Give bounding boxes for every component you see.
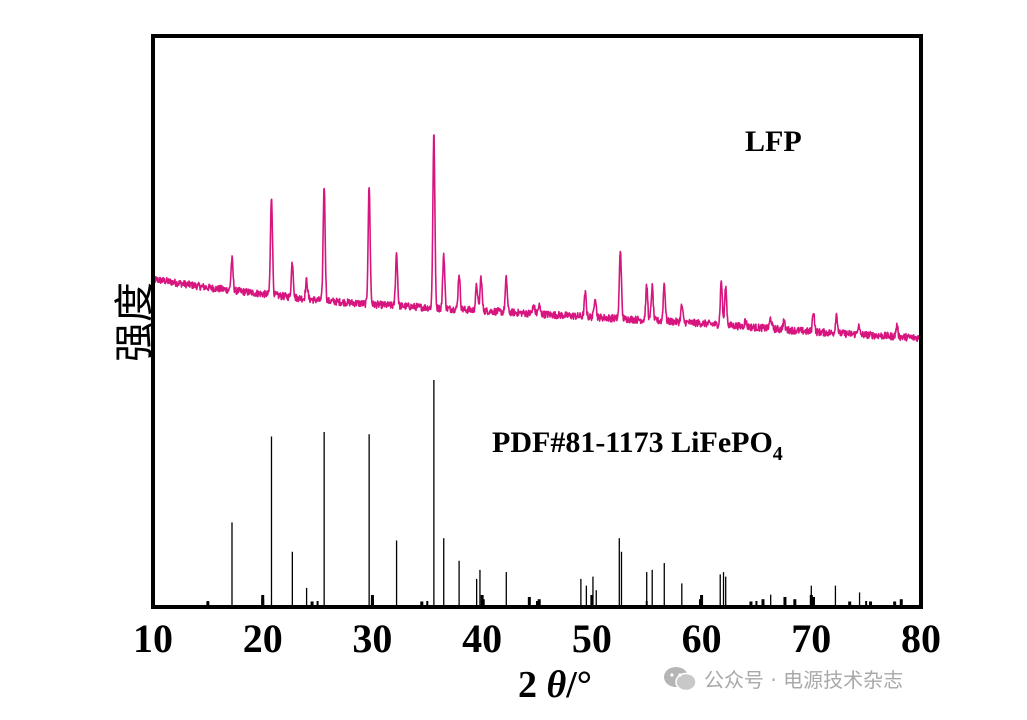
reference-annotation-main: PDF#81-1173 LiFePO (492, 426, 773, 459)
x-tick-label: 50 (572, 616, 612, 661)
x-axis-label: 2 θ/° (518, 664, 592, 706)
x-tick-label: 10 (133, 616, 173, 661)
x-tick-label: 30 (352, 616, 392, 661)
lfp-series-layer (152, 134, 922, 343)
watermark: 公众号 · 电源技术杂志 (662, 664, 903, 693)
x-tick-label: 70 (791, 616, 831, 661)
x-tick-label: 60 (682, 616, 722, 661)
reference-annotation-sub: 4 (773, 443, 783, 465)
x-tick-label: 40 (462, 616, 502, 661)
x-axis-label-main: 2 (518, 664, 547, 706)
x-axis-label-theta: θ (547, 664, 567, 706)
y-axis-label: 强度 (112, 282, 158, 362)
lfp-annotation: LFP (745, 125, 802, 158)
reference-annotation: PDF#81-1173 LiFePO4 (492, 426, 783, 465)
watermark-text: 公众号 · 电源技术杂志 (704, 668, 904, 692)
plot-frame (151, 34, 923, 609)
reference-sticks-layer (206, 380, 903, 606)
lfp-pattern-line (152, 134, 922, 343)
x-axis-label-unit: /° (565, 664, 592, 706)
x-tick-label: 20 (243, 616, 283, 661)
wechat-icon (664, 666, 697, 691)
x-tick-label: 80 (901, 616, 941, 661)
x-axis-ticks: 10 20 30 40 50 60 70 80 (133, 595, 941, 661)
